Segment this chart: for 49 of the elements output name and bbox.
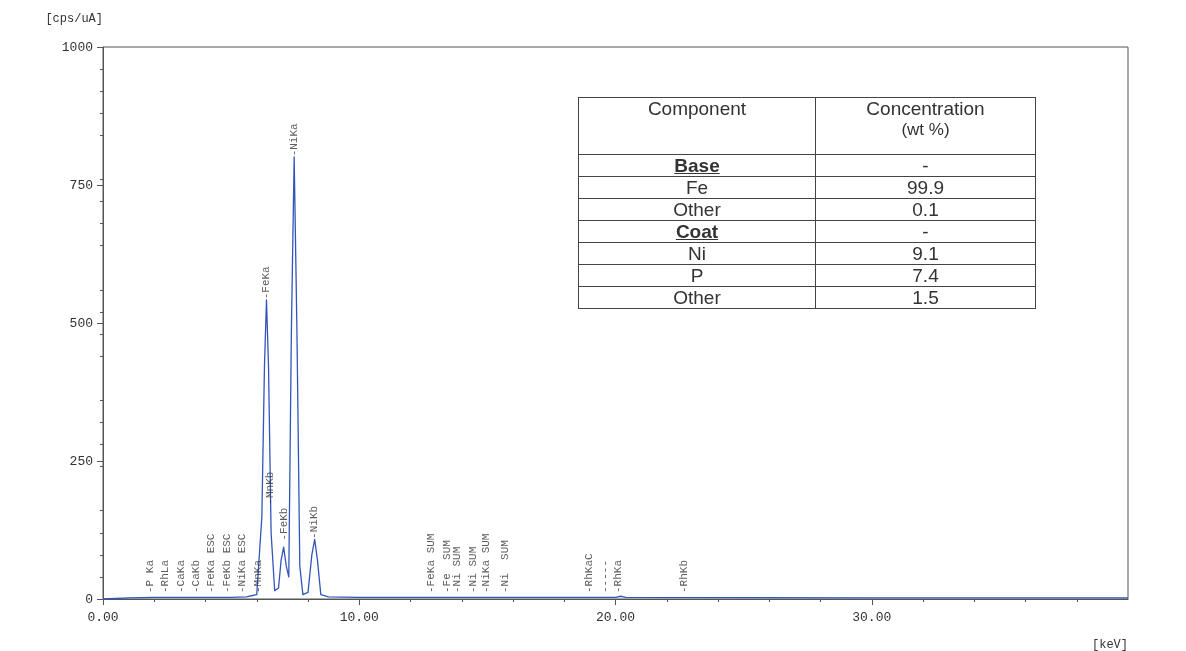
text: 99.9 [907, 177, 944, 198]
annotation: -MnKb [264, 471, 277, 505]
category-label: Fe [578, 176, 816, 199]
y-tick-label: 500 [69, 315, 93, 331]
annotation: -RhKaC [583, 552, 596, 593]
annotation: -FeKa [259, 265, 272, 300]
annotation: Component [646, 98, 748, 119]
x-tick-label: 30.00 [852, 610, 892, 625]
y-tick-label: 0 [85, 591, 93, 607]
annotation: -NiKa ESC [236, 533, 249, 593]
category-label: Coat [578, 220, 816, 243]
annotation: -RhKb [678, 559, 691, 593]
category-label: Base [578, 154, 816, 177]
text: 1.5 [912, 287, 939, 308]
annotation: -Ni SUM [466, 546, 479, 593]
y-axis-title: [cps/uA] [45, 12, 103, 26]
annotation: -P Ka [143, 559, 156, 593]
annotation: -NiKa SUM [479, 533, 492, 593]
x-tick-label: 0.00 [87, 610, 119, 625]
x-axis-title: [keV] [1091, 638, 1128, 651]
annotation: -CaKb [190, 559, 203, 593]
annotation: -NiKa [287, 122, 300, 157]
y-tick-label: 250 [69, 453, 93, 469]
annotation: -Ni SUM [451, 546, 464, 593]
text: 0.1 [912, 199, 939, 220]
category-label: Other [578, 286, 816, 309]
text: - [922, 221, 929, 242]
category-label: Other [578, 198, 816, 221]
annotation: -FeKb ESC [220, 533, 233, 593]
annotation: -NiKb [308, 505, 321, 539]
category-label: P [578, 264, 816, 287]
annotation: -RhLa [159, 559, 172, 593]
category-label: Ni [578, 242, 816, 265]
annotation: -RhKa [611, 559, 624, 593]
text: - [922, 155, 929, 176]
annotation: ----- [598, 559, 611, 593]
annotation: -MnKa [251, 559, 264, 593]
annotation: -FeKb [278, 507, 291, 541]
y-tick-label: 750 [69, 177, 93, 193]
annotation: -Ni SUM [498, 540, 511, 593]
annotation: -FeKa ESC [205, 533, 218, 593]
annotation: -FeKa SUM [424, 533, 437, 593]
annotation: -CaKa [174, 559, 187, 593]
x-tick-label: 20.00 [595, 610, 636, 625]
y-tick-label: 1000 [61, 39, 93, 55]
text: 7.4 [912, 265, 939, 286]
annotation: Concentration (wt %) [865, 98, 986, 140]
x-tick-label: 10.00 [339, 610, 379, 625]
text: 9.1 [912, 243, 939, 264]
